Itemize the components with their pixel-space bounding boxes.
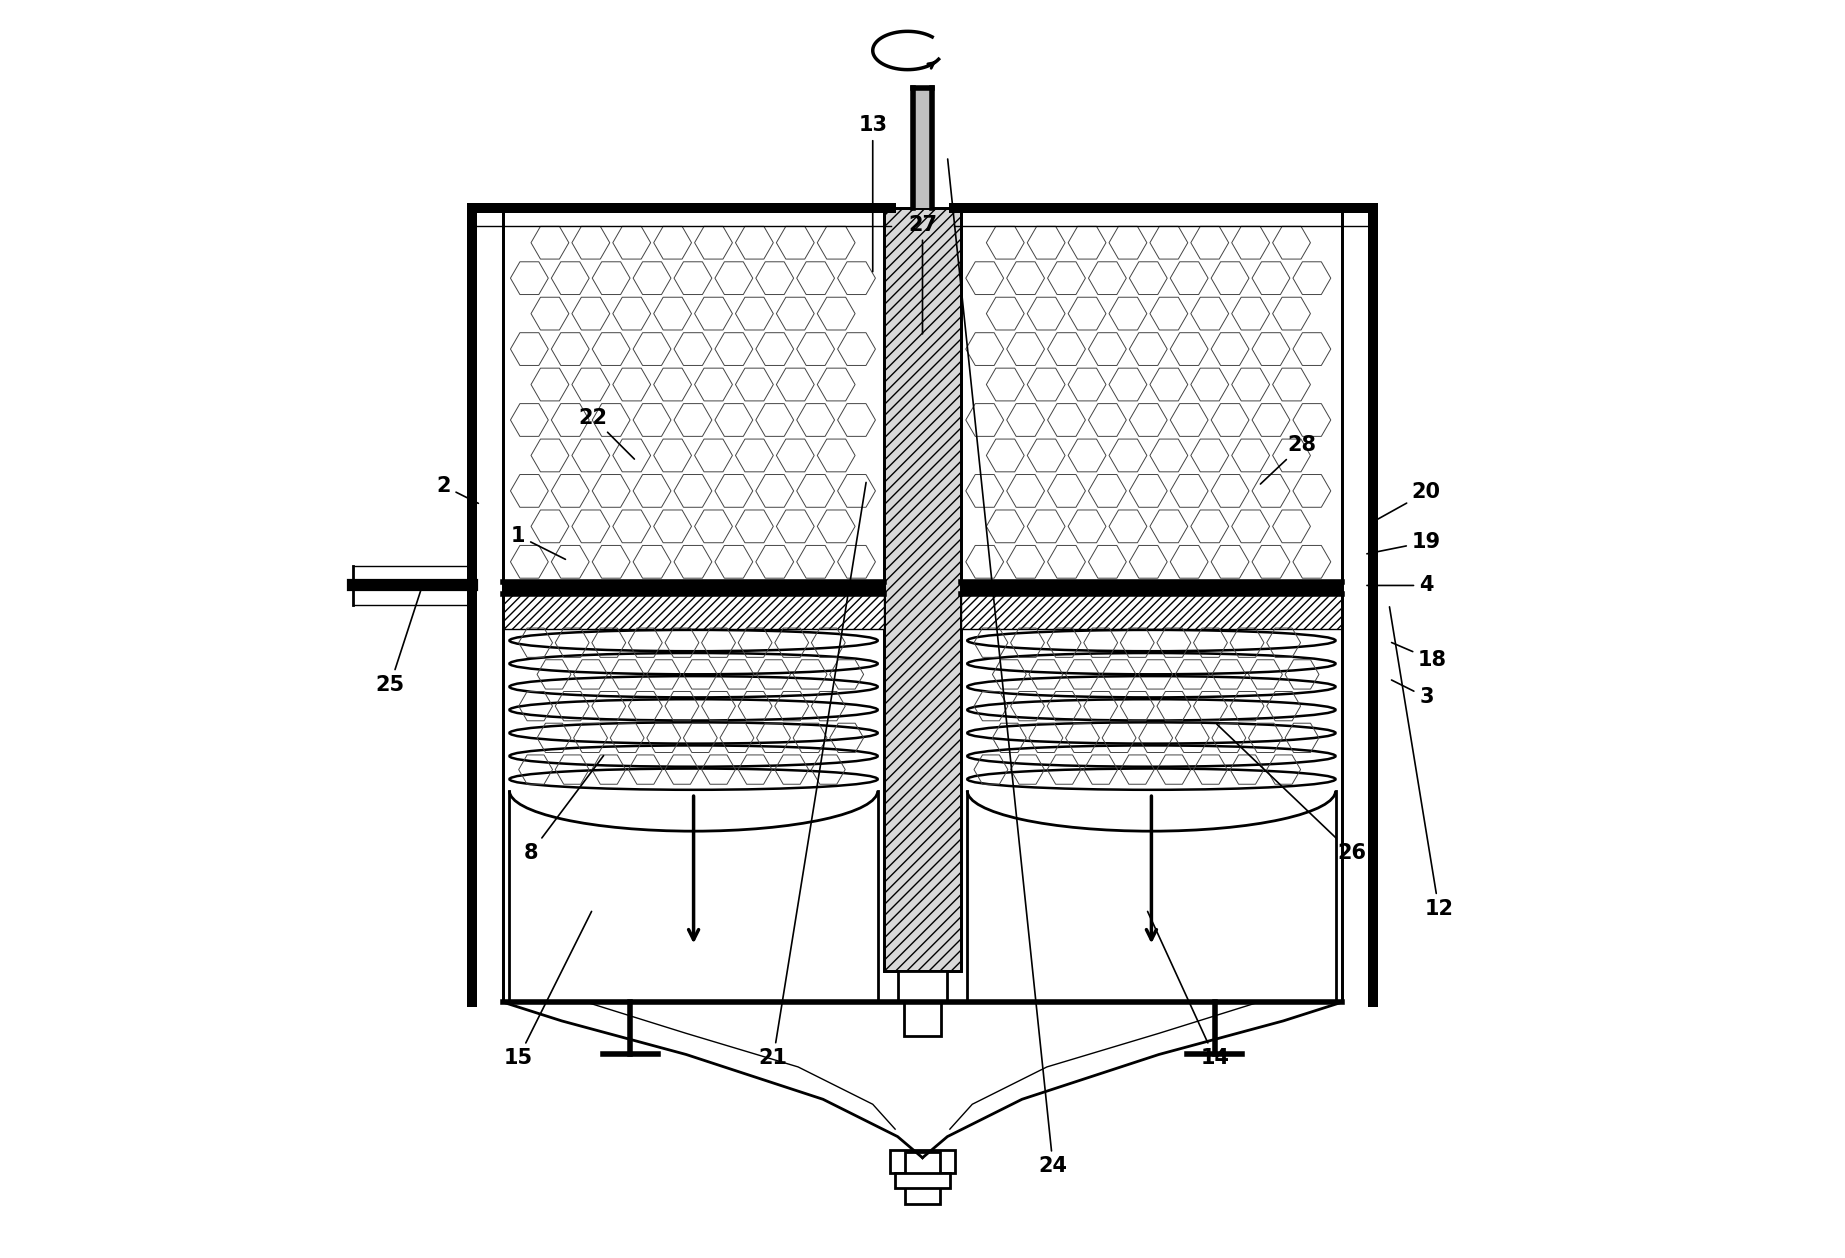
Text: 27: 27 xyxy=(908,215,937,333)
Bar xyxy=(913,88,932,209)
Text: 3: 3 xyxy=(1391,681,1434,707)
Text: 13: 13 xyxy=(858,116,887,272)
Bar xyxy=(904,1003,941,1035)
Bar xyxy=(889,1150,956,1172)
Bar xyxy=(504,581,884,594)
Text: 12: 12 xyxy=(1389,606,1454,918)
Text: 8: 8 xyxy=(524,756,603,863)
Text: 18: 18 xyxy=(1391,643,1446,671)
Text: 26: 26 xyxy=(1218,725,1365,863)
Bar xyxy=(884,209,961,971)
Text: 28: 28 xyxy=(1260,435,1317,484)
Bar xyxy=(884,209,961,971)
Text: 1: 1 xyxy=(511,526,565,560)
Bar xyxy=(961,594,1341,629)
Text: 24: 24 xyxy=(948,159,1068,1176)
Text: 21: 21 xyxy=(758,483,865,1068)
Text: 2: 2 xyxy=(435,476,478,503)
Text: 14: 14 xyxy=(1148,912,1229,1068)
Text: 25: 25 xyxy=(376,587,421,694)
Bar xyxy=(961,581,1341,594)
Text: 22: 22 xyxy=(577,408,635,459)
Text: 19: 19 xyxy=(1367,532,1441,554)
Bar xyxy=(895,1172,950,1188)
Bar xyxy=(906,1151,939,1204)
Bar xyxy=(899,971,946,1003)
Text: 4: 4 xyxy=(1367,575,1434,595)
Text: 20: 20 xyxy=(1373,482,1441,522)
Text: 15: 15 xyxy=(504,911,592,1068)
Bar xyxy=(504,594,884,629)
